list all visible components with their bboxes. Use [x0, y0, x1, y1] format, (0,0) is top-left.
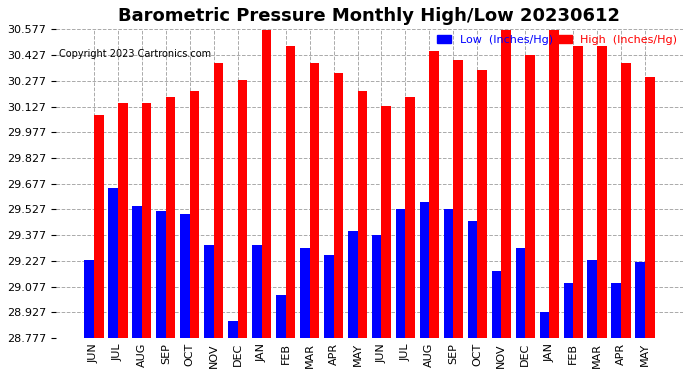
Bar	[406, 98, 415, 375]
Bar	[549, 30, 559, 375]
Bar	[252, 245, 262, 375]
Bar	[300, 248, 310, 375]
Bar	[477, 70, 487, 375]
Bar	[324, 255, 333, 375]
Bar	[420, 202, 429, 375]
Bar	[262, 30, 271, 375]
Bar	[166, 98, 175, 375]
Bar	[84, 261, 94, 375]
Bar	[382, 106, 391, 375]
Bar	[621, 63, 631, 375]
Bar	[444, 209, 453, 375]
Bar	[396, 209, 406, 375]
Bar	[492, 271, 501, 375]
Bar	[108, 188, 118, 375]
Bar	[372, 235, 382, 375]
Bar	[142, 102, 152, 375]
Bar	[286, 46, 295, 375]
Bar	[611, 283, 621, 375]
Bar	[180, 214, 190, 375]
Bar	[429, 51, 439, 375]
Bar	[540, 312, 549, 375]
Bar	[214, 63, 224, 375]
Bar	[635, 262, 645, 375]
Text: Copyright 2023 Cartronics.com: Copyright 2023 Cartronics.com	[59, 49, 211, 59]
Bar	[357, 90, 367, 375]
Bar	[157, 211, 166, 375]
Bar	[587, 261, 597, 375]
Legend: Low  (Inches/Hg), High  (Inches/Hg): Low (Inches/Hg), High (Inches/Hg)	[437, 35, 678, 45]
Bar	[501, 30, 511, 375]
Bar	[190, 90, 199, 375]
Bar	[348, 231, 357, 375]
Bar	[645, 77, 655, 375]
Bar	[573, 46, 582, 375]
Bar	[204, 245, 214, 375]
Title: Barometric Pressure Monthly High/Low 20230612: Barometric Pressure Monthly High/Low 202…	[119, 7, 620, 25]
Bar	[118, 102, 128, 375]
Bar	[515, 248, 525, 375]
Bar	[310, 63, 319, 375]
Bar	[468, 221, 477, 375]
Bar	[94, 115, 104, 375]
Bar	[597, 46, 607, 375]
Bar	[238, 80, 247, 375]
Bar	[564, 283, 573, 375]
Bar	[228, 321, 238, 375]
Bar	[525, 54, 535, 375]
Bar	[276, 295, 286, 375]
Bar	[132, 206, 142, 375]
Bar	[453, 60, 463, 375]
Bar	[333, 74, 343, 375]
